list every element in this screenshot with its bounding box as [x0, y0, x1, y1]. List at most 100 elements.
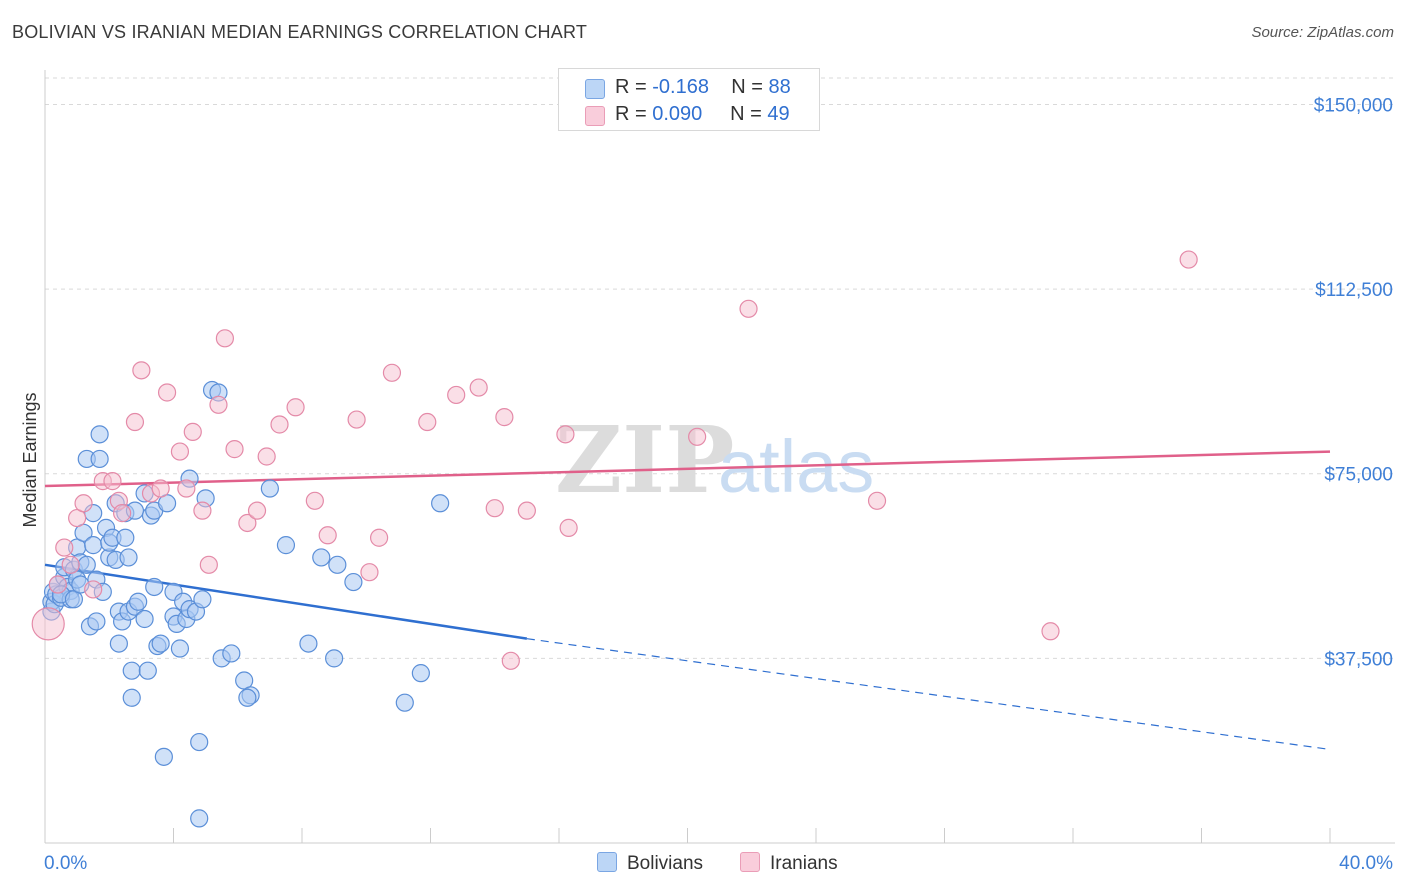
iranian-point: [74, 494, 93, 513]
legend-swatch-pink: [585, 106, 605, 126]
iranian-point: [48, 575, 67, 594]
iranian-point: [55, 538, 74, 557]
bolivian-point: [395, 693, 414, 712]
iranian-point: [485, 499, 504, 518]
bolivian-point: [154, 747, 173, 766]
y-axis-label: Median Earnings: [20, 392, 40, 527]
iranian-point: [517, 501, 536, 520]
legend-n-value-bolivians: 88: [768, 76, 791, 98]
bolivian-point: [122, 688, 141, 707]
iranian-point: [132, 361, 151, 380]
watermark-zip: ZIP: [555, 406, 734, 514]
iranian-point: [209, 395, 228, 414]
x-tick-label-max: 40.0%: [1339, 853, 1393, 874]
iranian-point: [347, 410, 366, 429]
bolivian-point: [222, 644, 241, 663]
iranian-point: [103, 472, 122, 491]
iranian-point: [183, 422, 202, 441]
bolivian-point: [170, 639, 190, 658]
trend-line-bolivians: [44, 563, 528, 640]
iranian-point: [112, 504, 132, 523]
axes: [44, 70, 1395, 844]
iranian-point: [495, 408, 514, 427]
bolivian-point: [328, 555, 347, 574]
iranian-point: [318, 526, 337, 545]
chart-title: BOLIVIAN VS IRANIAN MEDIAN EARNINGS CORR…: [12, 22, 588, 42]
bolivian-point: [84, 536, 103, 555]
legend-n-label: N =: [731, 76, 763, 98]
y-tick-label: $112,500: [1315, 280, 1393, 301]
iranian-point: [1179, 250, 1198, 269]
bottom-legend-label-iranians: Iranians: [770, 853, 838, 874]
bolivian-point: [151, 634, 170, 653]
iranian-point: [286, 398, 305, 417]
iranian-point: [225, 440, 244, 459]
iranian-point: [215, 329, 234, 348]
chart-source: Source: ZipAtlas.com: [1251, 24, 1394, 41]
bolivian-point: [299, 634, 318, 653]
bottom-legend-bolivians: Bolivians: [597, 852, 703, 875]
bolivian-point: [90, 449, 109, 469]
iranian-point: [170, 442, 190, 461]
iranian-point: [418, 412, 437, 432]
y-tick-label: $150,000: [1314, 95, 1393, 116]
iranian-point: [257, 447, 276, 466]
trend-lines: [44, 450, 1331, 751]
legend-r-value-bolivians: -0.168: [652, 76, 709, 98]
iranian-point: [382, 363, 402, 382]
x-tick-label-min: 0.0%: [44, 853, 87, 874]
iranian-point: [193, 501, 212, 520]
iranian-point: [559, 518, 578, 537]
bolivian-point: [135, 609, 154, 629]
bolivian-point: [260, 479, 279, 498]
bolivian-point: [122, 661, 141, 680]
iranian-point: [157, 383, 177, 402]
bolivian-point: [276, 536, 296, 555]
y-tick-label: $75,000: [1324, 465, 1393, 486]
iranians-points: [31, 250, 1198, 670]
bolivian-point: [193, 590, 212, 609]
bolivian-point: [190, 809, 209, 828]
iranian-point: [370, 528, 389, 547]
bolivian-point: [312, 548, 331, 567]
iranian-point: [305, 491, 324, 510]
legend-r-value-iranians: 0.090: [652, 103, 703, 125]
trend-line-bolivians-dashed: [526, 638, 1331, 751]
iranian-point: [61, 555, 80, 574]
iranian-point: [177, 479, 196, 498]
bottom-legend-label-bolivians: Bolivians: [627, 853, 704, 874]
legend-swatch-blue: [585, 79, 605, 99]
tick-labels: $37,500 $75,000 $112,500 $150,000 0.0% 40.0%: [44, 95, 1393, 874]
iranian-point: [556, 425, 575, 444]
bolivian-point: [87, 612, 106, 631]
iranian-point: [1041, 622, 1060, 641]
bolivian-point: [344, 572, 363, 592]
correlation-legend: R = -0.168 N = 88 R = 0.090 N = 49: [558, 68, 820, 131]
iranian-point: [125, 412, 145, 432]
legend-r-label: R =: [615, 103, 647, 125]
bolivian-point: [77, 555, 96, 574]
legend-n-value-iranians: 49: [767, 103, 790, 125]
bolivian-point: [129, 592, 148, 611]
bolivian-point: [138, 661, 157, 680]
bolivian-point: [90, 425, 109, 444]
legend-r-label: R =: [615, 76, 647, 98]
iranian-point: [199, 555, 218, 574]
bolivian-point: [119, 548, 138, 567]
iranian-point: [688, 427, 707, 446]
iranian-point: [447, 385, 466, 405]
iranian-point: [739, 299, 758, 318]
bolivian-point: [145, 577, 164, 597]
bottom-legend-iranians: Iranians: [740, 852, 838, 875]
iranian-point: [151, 479, 170, 498]
bolivian-point: [238, 688, 257, 707]
iranian-point: [31, 607, 65, 641]
iranian-point: [247, 501, 267, 520]
bottom-swatch-pink: [740, 852, 760, 872]
watermark: ZIP atlas: [555, 406, 874, 514]
bolivians-points: [42, 380, 450, 828]
grid-lines: [45, 77, 1395, 659]
iranian-point: [360, 563, 379, 582]
bolivian-point: [431, 494, 450, 513]
